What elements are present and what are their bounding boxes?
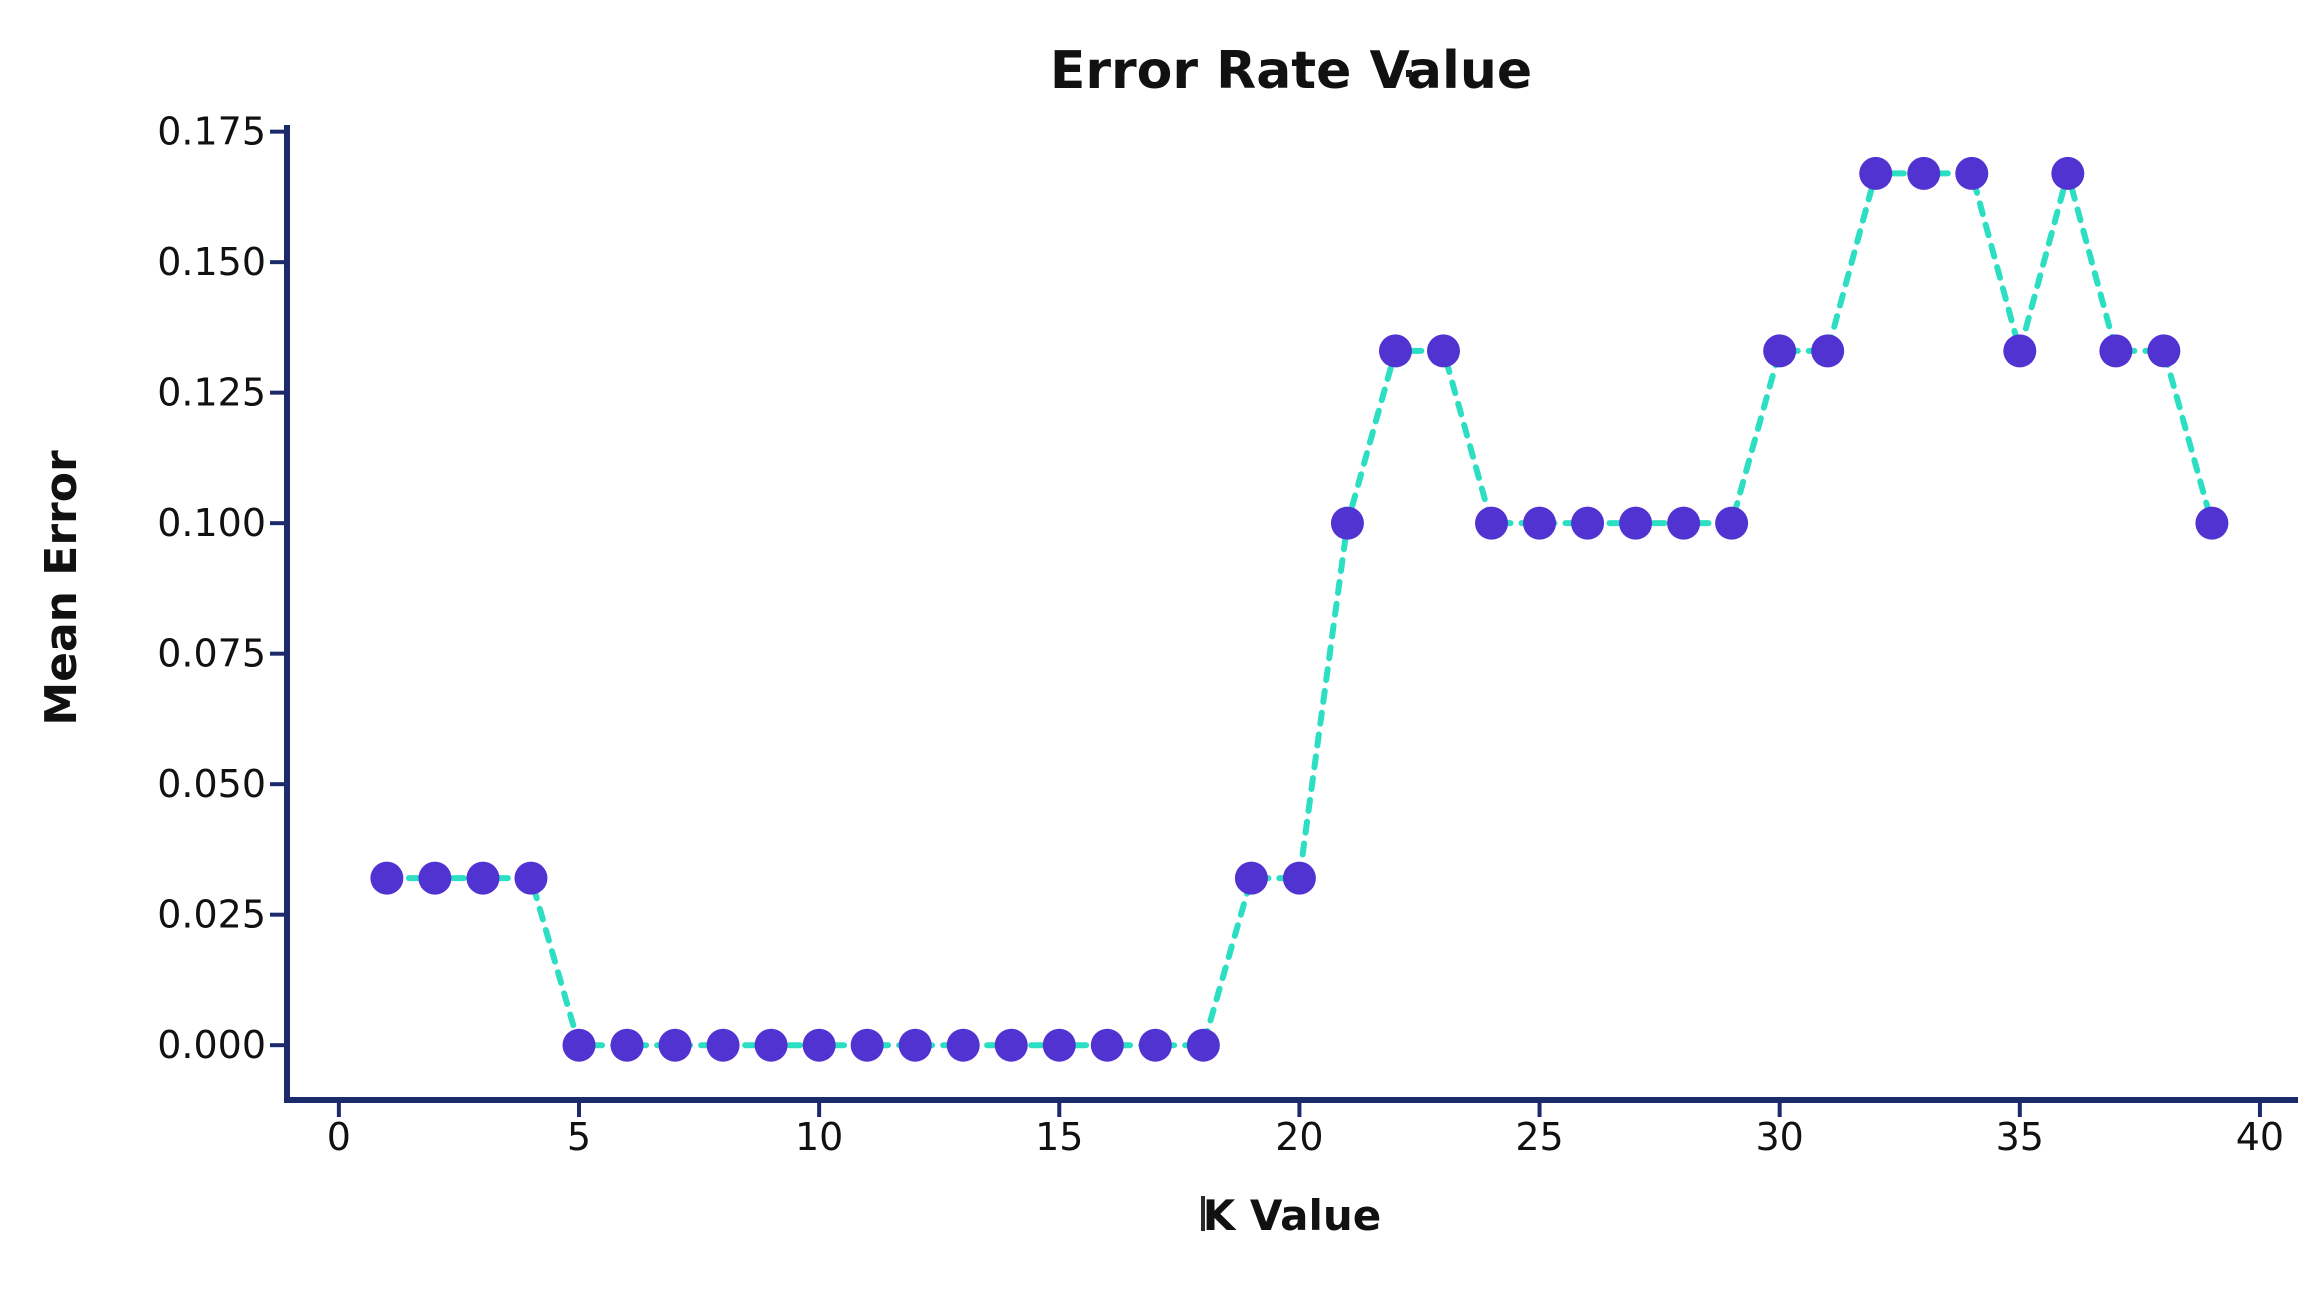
- data-point: [1426, 334, 1460, 368]
- x-tick-label: 5: [567, 1115, 591, 1159]
- data-point: [2147, 334, 2181, 368]
- y-tick-label: 0.125: [157, 371, 266, 415]
- data-point: [898, 1028, 932, 1062]
- data-point: [2003, 334, 2037, 368]
- data-point: [1907, 156, 1941, 190]
- data-point: [1378, 334, 1412, 368]
- y-tick-label: 0.100: [157, 501, 266, 545]
- data-point: [754, 1028, 788, 1062]
- data-point: [562, 1028, 596, 1062]
- data-point: [2051, 156, 2085, 190]
- data-point: [1955, 156, 1989, 190]
- data-point: [1282, 861, 1316, 895]
- x-tick-label: 10: [795, 1115, 843, 1159]
- data-point: [1763, 334, 1797, 368]
- data-point: [658, 1028, 692, 1062]
- series-line: [383, 161, 2215, 1049]
- x-tick-label: 15: [1035, 1115, 1083, 1159]
- data-point: [1186, 1028, 1220, 1062]
- x-tick-label: 25: [1515, 1115, 1563, 1159]
- data-point: [1859, 156, 1893, 190]
- x-tick-label: 40: [2236, 1115, 2284, 1159]
- axis-tick-labels: 0 5 10 15 20 25 30 35 40 0.000 0.025 0.050 0.075 0.10…: [157, 110, 2284, 1159]
- data-point: [1330, 506, 1364, 540]
- data-point: [418, 861, 452, 895]
- data-point-markers: [370, 156, 2229, 1062]
- x-tick-label: 0: [327, 1115, 351, 1159]
- data-point: [946, 1028, 980, 1062]
- data-point: [994, 1028, 1028, 1062]
- y-tick-label: 0.025: [157, 893, 266, 937]
- i-beam-text-cursor-title: [1406, 70, 1412, 77]
- data-point: [706, 1028, 740, 1062]
- i-beam-text-cursor-xlabel: [1201, 1196, 1205, 1231]
- data-point: [802, 1028, 836, 1062]
- y-tick-label: 0.150: [157, 240, 266, 284]
- y-tick-label: 0.075: [157, 632, 266, 676]
- data-point: [2099, 334, 2133, 368]
- data-point: [2195, 506, 2229, 540]
- chart-title: Error Rate Value: [1050, 41, 1532, 101]
- data-point: [1571, 506, 1605, 540]
- x-tick-label: 20: [1275, 1115, 1323, 1159]
- axis-ticks: [270, 129, 2262, 1117]
- data-point: [370, 861, 404, 895]
- y-tick-label: 0.000: [157, 1023, 266, 1067]
- data-point: [1619, 506, 1653, 540]
- x-axis-label: K Value: [1203, 1191, 1382, 1240]
- x-tick-label: 30: [1755, 1115, 1803, 1159]
- y-tick-label: 0.175: [157, 110, 266, 154]
- error-rate-line: [383, 161, 2215, 1049]
- data-point: [1667, 506, 1701, 540]
- data-point: [1042, 1028, 1076, 1062]
- data-point: [1811, 334, 1845, 368]
- data-point: [514, 861, 548, 895]
- data-point: [850, 1028, 884, 1062]
- x-tick-label: 35: [1996, 1115, 2044, 1159]
- data-point: [1715, 506, 1749, 540]
- y-axis-label: Mean Error: [36, 450, 87, 726]
- data-point: [1475, 506, 1509, 540]
- data-point: [466, 861, 500, 895]
- axis-spines: [284, 125, 2298, 1103]
- data-point: [1090, 1028, 1124, 1062]
- data-point: [1523, 506, 1557, 540]
- y-tick-label: 0.050: [157, 762, 266, 806]
- data-point: [1138, 1028, 1172, 1062]
- data-point: [1234, 861, 1268, 895]
- data-point: [610, 1028, 644, 1062]
